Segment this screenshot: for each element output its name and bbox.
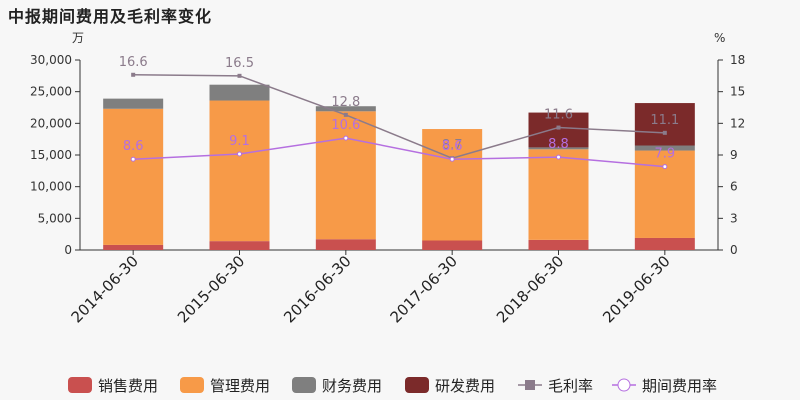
data-label: 8.8	[548, 137, 569, 152]
series-point	[662, 130, 667, 135]
series-point	[449, 156, 455, 162]
bar-segment	[315, 111, 376, 240]
left-tick-label: 30,000	[30, 53, 72, 67]
bar-segment	[422, 240, 483, 250]
x-tick-label: 2019-06-30	[599, 252, 673, 326]
right-tick-label: 18	[730, 53, 745, 67]
bar-segment	[634, 150, 695, 238]
legend-swatch	[405, 377, 429, 393]
data-label: 11.6	[544, 108, 573, 123]
legend-label: 销售费用	[98, 377, 158, 395]
bar-segment	[103, 244, 164, 250]
data-label: 8.7	[442, 138, 463, 153]
legend-swatch	[292, 377, 316, 393]
x-tick-label: 2018-06-30	[493, 252, 567, 326]
series-line	[133, 137, 665, 168]
bar-segment	[528, 112, 589, 148]
data-label: 7.9	[654, 147, 675, 162]
right-tick-label: 0	[730, 243, 738, 257]
x-tick-label: 2017-06-30	[387, 252, 461, 326]
left-tick-label: 15,000	[30, 148, 72, 162]
right-tick-label: 15	[730, 85, 745, 99]
left-tick-label: 0	[64, 243, 72, 257]
legend-label: 毛利率	[548, 377, 593, 395]
left-tick-label: 20,000	[30, 116, 72, 130]
bar-segment	[315, 239, 376, 250]
bar-segment	[103, 108, 164, 245]
bar-segment	[209, 84, 270, 101]
left-tick-label: 25,000	[30, 85, 72, 99]
series-point	[556, 125, 561, 130]
series-point	[343, 135, 349, 141]
data-label: 8.6	[442, 139, 463, 154]
right-axis-unit: %	[714, 31, 725, 45]
x-tick-label: 2014-06-30	[68, 252, 142, 326]
bar-segment	[528, 147, 589, 150]
bar-segment	[634, 103, 695, 146]
legend-label: 财务费用	[322, 377, 382, 395]
bar-segment	[634, 237, 695, 250]
series-point	[556, 154, 561, 160]
series-point	[130, 156, 136, 162]
bar-segment	[315, 106, 376, 112]
legend-label: 管理费用	[210, 377, 270, 395]
legend-swatch	[68, 377, 92, 393]
data-label: 12.8	[331, 95, 360, 110]
right-tick-label: 3	[730, 211, 738, 225]
bar-segment	[209, 241, 270, 250]
legend-swatch	[617, 378, 631, 392]
x-tick-label: 2016-06-30	[280, 252, 354, 326]
bar-segment	[209, 100, 270, 242]
data-label: 16.5	[225, 56, 254, 71]
right-tick-label: 9	[730, 148, 738, 162]
right-tick-label: 12	[730, 116, 745, 130]
data-label: 10.6	[331, 118, 360, 133]
bar-segment	[528, 149, 589, 240]
data-label: 11.1	[650, 113, 679, 128]
legend-swatch	[525, 380, 535, 390]
bar-segment	[422, 129, 483, 241]
series-point	[662, 164, 668, 170]
series-line	[133, 74, 665, 159]
legend-swatch	[180, 377, 204, 393]
series-point	[237, 73, 242, 78]
series-point	[237, 151, 242, 157]
right-tick-label: 6	[730, 180, 738, 194]
bar-segment	[528, 239, 589, 250]
chart-title: 中报期间费用及毛利率变化	[8, 7, 213, 26]
left-axis-unit: 万	[72, 31, 84, 45]
bar-segment	[103, 98, 164, 109]
series-point	[131, 72, 136, 77]
data-label: 8.6	[123, 139, 144, 154]
left-tick-label: 5,000	[38, 211, 72, 225]
bar-segment	[634, 145, 695, 151]
data-label: 16.6	[119, 55, 148, 70]
left-tick-label: 10,000	[30, 180, 72, 194]
series-point	[343, 112, 348, 117]
x-tick-label: 2015-06-30	[174, 252, 248, 326]
legend-label: 研发费用	[435, 377, 495, 395]
data-label: 9.1	[229, 134, 250, 149]
legend-label: 期间费用率	[642, 377, 717, 395]
